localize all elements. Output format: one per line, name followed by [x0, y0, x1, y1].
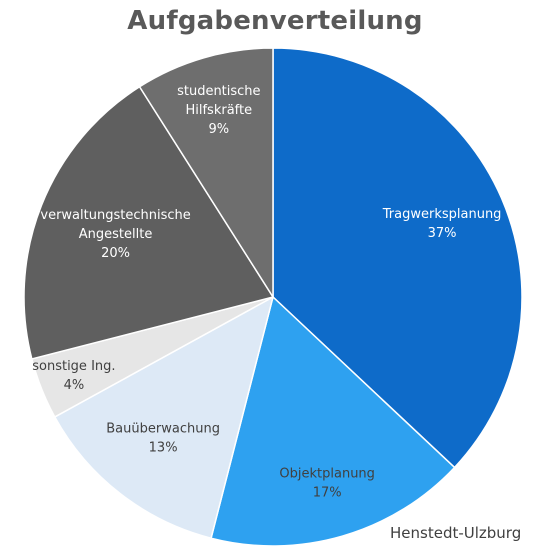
slice-label-studentische-hilfskraefte: studentische Hilfskräfte 9% — [177, 84, 260, 137]
slice-value-label: 20% — [101, 246, 130, 261]
slice-category-label: sonstige Ing. — [32, 359, 115, 374]
slice-label-objektplanung: Objektplanung 17% — [279, 467, 375, 501]
slice-label-verwaltungstechnische-angestellte: verwaltungstechnische Angestellte 20% — [40, 208, 190, 261]
pie-slice-objektplanung — [210, 296, 456, 547]
slice-category-label: Objektplanung — [279, 467, 375, 482]
slice-label-bauueberwachung: Bauüberwachung 13% — [106, 422, 220, 456]
slice-category-label: Hilfskräfte — [185, 103, 252, 118]
slice-category-label: studentische — [177, 84, 260, 99]
slice-value-label: 4% — [64, 378, 85, 393]
slice-category-label: Tragwerksplanung — [382, 207, 502, 222]
pie-slice-verwaltungstechnische-angestellte — [23, 86, 274, 360]
slice-label-tragwerksplanung: Tragwerksplanung 37% — [382, 207, 502, 241]
slice-category-label: verwaltungstechnische — [40, 208, 190, 223]
slice-value-label: 9% — [209, 122, 230, 137]
slice-value-label: 37% — [428, 226, 457, 241]
pie-slice-bauueberwachung — [54, 296, 274, 539]
chart-title: Aufgabenverteilung — [127, 6, 423, 36]
slice-value-label: 13% — [149, 441, 178, 456]
pie-slice-studentische-hilfskraefte — [138, 47, 274, 298]
slice-label-sonstige-ing: sonstige Ing. 4% — [32, 359, 115, 393]
slice-value-label: 17% — [313, 486, 342, 501]
slice-category-label: Angestellte — [79, 227, 153, 242]
chart-annotation: Henstedt-Ulzburg — [390, 524, 522, 542]
slice-category-label: Bauüberwachung — [106, 422, 220, 437]
pie-slice-tragwerksplanung — [272, 47, 523, 469]
